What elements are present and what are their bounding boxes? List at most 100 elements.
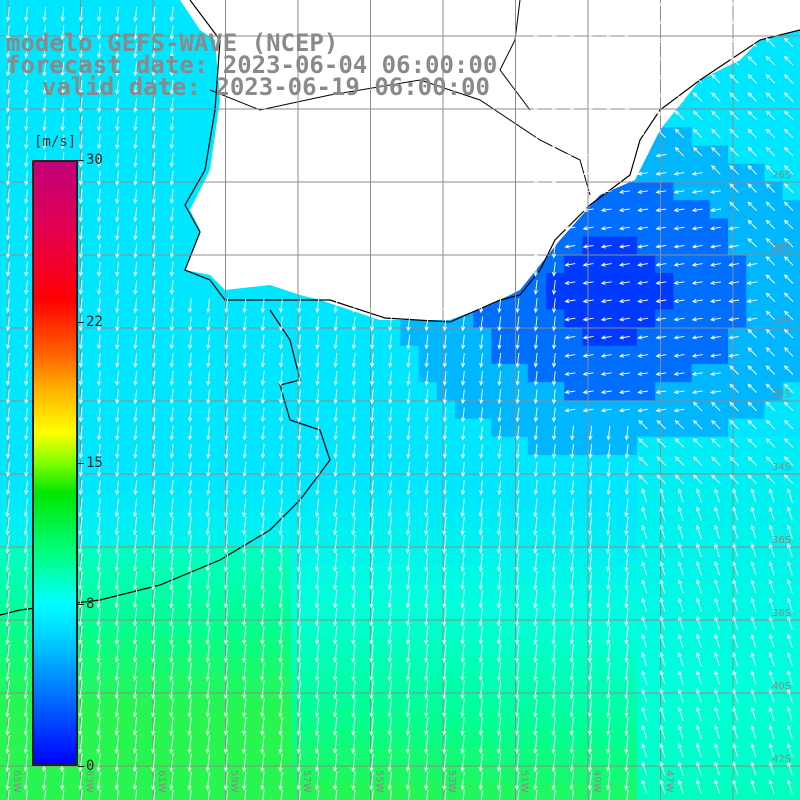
wind-vector-arrow-icon xyxy=(570,480,575,496)
wind-vector-arrow-icon xyxy=(714,615,720,630)
wind-vector-arrow-icon xyxy=(242,698,247,718)
wind-vector-arrow-icon xyxy=(133,7,138,23)
wind-vector-arrow-icon xyxy=(496,662,502,682)
wind-vector-arrow-icon xyxy=(5,662,10,682)
wind-vector-arrow-icon xyxy=(406,443,411,459)
latitude-label: 40S xyxy=(772,681,791,692)
wind-vector-arrow-icon xyxy=(673,280,685,285)
wind-vector-arrow-icon xyxy=(60,43,65,59)
wind-vector-arrow-icon xyxy=(187,753,192,773)
wind-vector-arrow-icon xyxy=(115,170,120,186)
wind-vector-arrow-icon xyxy=(655,171,667,176)
wind-vector-arrow-icon xyxy=(96,334,102,350)
wind-vector-arrow-icon xyxy=(659,488,666,503)
wind-vector-arrow-icon xyxy=(783,92,794,102)
wind-vector-arrow-icon xyxy=(96,425,102,441)
wind-vector-arrow-icon xyxy=(750,524,757,539)
valid-date: valid date: 2023-06-19 06:00:00 xyxy=(42,73,490,101)
wind-vector-arrow-icon xyxy=(388,443,393,459)
wind-vector-arrow-icon xyxy=(5,553,10,573)
wind-vector-arrow-icon xyxy=(114,571,119,591)
wind-vector-arrow-icon xyxy=(787,651,793,667)
wind-vector-arrow-icon xyxy=(205,516,210,536)
wind-vector-arrow-icon xyxy=(133,462,138,478)
wind-vector-arrow-icon xyxy=(533,698,538,718)
wind-vector-arrow-icon xyxy=(315,389,320,405)
wind-vector-arrow-icon xyxy=(242,716,247,736)
wind-vector-arrow-icon xyxy=(151,735,156,755)
longitude-label: 61W xyxy=(156,770,167,793)
wind-vector-arrow-icon xyxy=(606,716,611,736)
wind-vector-arrow-icon xyxy=(656,37,667,48)
wind-vector-arrow-icon xyxy=(638,419,648,430)
wind-vector-arrow-icon xyxy=(78,170,83,186)
wind-vector-arrow-icon xyxy=(624,589,629,609)
wind-vector-arrow-icon xyxy=(714,688,720,703)
wind-vector-arrow-icon xyxy=(224,352,229,368)
wind-vector-arrow-icon xyxy=(673,171,685,176)
wind-vector-arrow-icon xyxy=(626,789,629,800)
wind-vector-arrow-icon xyxy=(732,597,739,612)
wind-vector-arrow-icon xyxy=(442,498,447,518)
wind-vector-arrow-icon xyxy=(732,706,739,721)
wind-vector-arrow-icon xyxy=(442,571,447,591)
wind-vector-arrow-icon xyxy=(480,789,483,800)
wind-vector-arrow-icon xyxy=(297,371,302,387)
wind-vector-arrow-icon xyxy=(132,735,138,755)
wind-vector-arrow-icon xyxy=(132,553,138,573)
wind-vector-arrow-icon xyxy=(714,724,720,740)
wind-vector-arrow-icon xyxy=(768,560,775,576)
wind-vector-arrow-icon xyxy=(187,735,192,755)
wind-speed-cell xyxy=(200,54,219,74)
wind-vector-arrow-icon xyxy=(655,353,667,358)
wind-vector-arrow-icon xyxy=(624,662,629,682)
wind-vector-arrow-icon xyxy=(169,735,174,755)
wind-vector-arrow-icon xyxy=(169,607,174,627)
wind-vector-arrow-icon xyxy=(551,571,556,591)
wind-vector-arrow-icon xyxy=(187,698,192,718)
wind-vector-arrow-icon xyxy=(673,262,685,267)
wind-vector-arrow-icon xyxy=(551,425,557,441)
wind-vector-arrow-icon xyxy=(677,651,684,667)
wind-vector-arrow-icon xyxy=(242,498,247,518)
wind-vector-arrow-icon xyxy=(729,110,739,121)
wind-vector-arrow-icon xyxy=(133,43,138,59)
wind-vector-arrow-icon xyxy=(132,680,138,700)
wind-vector-arrow-icon xyxy=(515,352,520,368)
wind-vector-arrow-icon xyxy=(533,680,538,700)
wind-vector-arrow-icon xyxy=(765,383,776,394)
wind-vector-arrow-icon xyxy=(187,480,193,496)
wind-vector-arrow-icon xyxy=(551,170,557,186)
wind-vector-arrow-icon xyxy=(551,189,557,205)
wind-vector-arrow-icon xyxy=(497,316,502,332)
wind-vector-arrow-icon xyxy=(533,134,538,150)
wind-vector-arrow-icon xyxy=(115,316,120,332)
wind-vector-arrow-icon xyxy=(551,243,557,259)
wind-vector-arrow-icon xyxy=(587,735,593,755)
wind-vector-arrow-icon xyxy=(115,462,120,478)
wind-vector-arrow-icon xyxy=(637,280,649,285)
wind-vector-arrow-icon xyxy=(564,335,576,340)
wind-vector-arrow-icon xyxy=(765,237,776,248)
wind-vector-arrow-icon xyxy=(659,706,666,721)
wind-vector-arrow-icon xyxy=(478,534,483,554)
wind-vector-arrow-icon xyxy=(674,92,685,102)
wind-vector-arrow-icon xyxy=(405,716,411,736)
wind-vector-arrow-icon xyxy=(551,407,557,423)
wind-vector-arrow-icon xyxy=(750,615,757,630)
wind-vector-arrow-icon xyxy=(606,625,611,645)
wind-vector-arrow-icon xyxy=(78,480,83,496)
wind-vector-arrow-icon xyxy=(570,7,575,23)
wind-vector-arrow-icon xyxy=(224,443,229,459)
wind-vector-arrow-icon xyxy=(405,607,411,627)
wind-vector-arrow-icon xyxy=(711,74,721,84)
wind-vector-arrow-icon xyxy=(606,79,611,95)
wind-vector-arrow-icon xyxy=(133,116,138,132)
wind-vector-arrow-icon xyxy=(115,152,120,168)
wind-vector-arrow-icon xyxy=(114,534,119,554)
longitude-label: 51W xyxy=(519,770,530,793)
wind-vector-arrow-icon xyxy=(260,334,265,350)
wind-vector-arrow-icon xyxy=(728,262,740,267)
wind-vector-arrow-icon xyxy=(242,553,247,573)
